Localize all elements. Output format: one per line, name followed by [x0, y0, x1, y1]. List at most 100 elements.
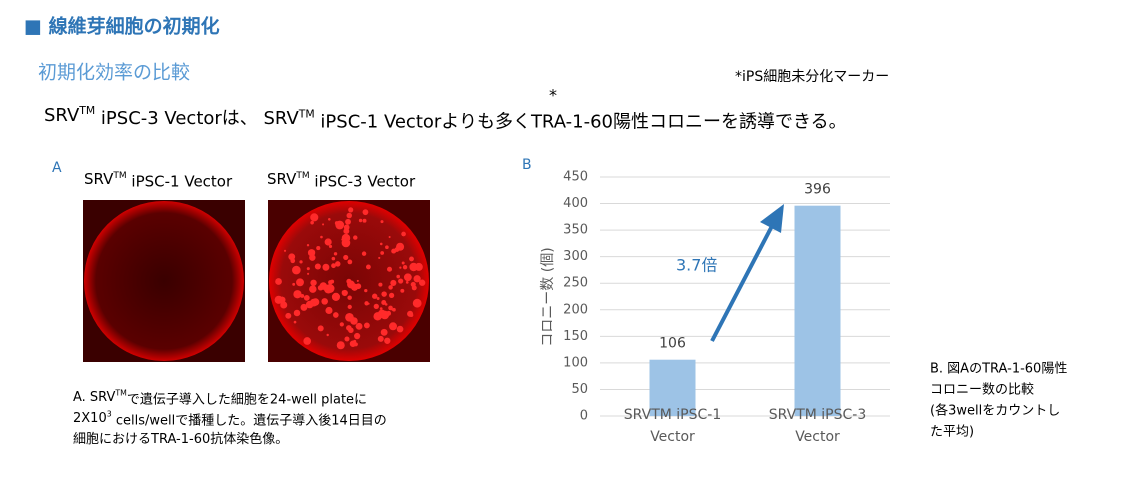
colony: [353, 332, 361, 340]
x-tick-label: SRVTM iPSC-1 Vector: [624, 407, 721, 445]
colony: [328, 280, 333, 285]
colony: [310, 279, 317, 286]
colony: [355, 322, 363, 330]
colony: [312, 250, 315, 254]
y-tick-label: 300: [563, 249, 588, 264]
colony: [299, 260, 303, 264]
arrow-head: [760, 204, 784, 233]
colony: [384, 303, 388, 306]
text-part: iPSC-3 Vector: [310, 172, 416, 190]
colony: [389, 322, 398, 331]
colony: [386, 266, 393, 272]
colony: [399, 266, 402, 269]
colony: [402, 265, 408, 270]
text-part: iPSC-3 Vectorは、 SRV: [95, 108, 299, 129]
colony: [316, 246, 321, 251]
colony: [378, 256, 381, 259]
colony: [352, 318, 357, 324]
panel-label: B: [522, 157, 532, 173]
colony: [309, 285, 317, 293]
colony: [398, 278, 404, 284]
colony: [381, 291, 387, 297]
arrow: [710, 225, 774, 342]
superscript: TM: [295, 170, 309, 180]
colony: [275, 278, 282, 285]
colony: [347, 259, 353, 265]
data-label: 396: [804, 182, 831, 198]
colony: [322, 223, 325, 226]
colony: [362, 209, 369, 216]
colony: [386, 310, 392, 316]
colony: [283, 249, 287, 252]
colony: [346, 325, 352, 331]
colony: [373, 303, 379, 310]
colony: [306, 244, 310, 247]
text-part: A. SRV: [73, 390, 116, 405]
colony: [344, 336, 350, 342]
colony: [358, 218, 363, 223]
colony: [292, 282, 296, 286]
colony: [285, 312, 292, 319]
colony: [380, 328, 388, 336]
colony: [401, 231, 406, 237]
colony: [310, 220, 314, 225]
colony: [314, 263, 321, 270]
colony: [328, 244, 333, 249]
colony: [326, 333, 329, 337]
y-tick-label: 150: [563, 329, 588, 344]
colony: [379, 242, 383, 246]
annotation: 3.7倍: [676, 256, 717, 275]
colony: [331, 256, 336, 261]
colony: [346, 212, 353, 219]
colony: [293, 309, 301, 317]
colony: [309, 254, 316, 261]
colony: [345, 218, 351, 225]
colony: [396, 325, 404, 333]
colony: [341, 238, 344, 241]
colony: [385, 245, 389, 250]
label-line: SRVTM iPSC-3: [769, 407, 866, 423]
colony: [303, 337, 312, 345]
colony: [336, 341, 345, 350]
caption: た平均): [930, 425, 974, 440]
caption: A. SRVTMで遺伝子導入した細胞を24-well plateに: [73, 388, 367, 406]
colony: [373, 312, 382, 321]
text-part: SRV: [267, 170, 297, 188]
colony: [341, 233, 351, 243]
colony: [362, 218, 367, 223]
text-part: cells/wellで播種した。遺伝子導入後14日目の: [112, 412, 387, 428]
label-line: SRVTM iPSC-1: [624, 407, 721, 423]
text-part: 2X10: [73, 411, 107, 426]
well-image: [83, 200, 245, 362]
colony: [380, 251, 385, 255]
colony: [355, 325, 358, 328]
colony: [388, 236, 391, 239]
colony: [363, 322, 370, 329]
text-part: iPSC-1 Vector: [127, 172, 233, 190]
y-tick-label: 400: [563, 196, 588, 211]
title: ■ 線維芽細胞の初期化: [24, 15, 220, 38]
colony: [343, 254, 349, 261]
colony: [388, 292, 395, 298]
colony: [365, 264, 371, 270]
superscript: TM: [298, 107, 315, 120]
caption: 細胞におけるTRA-1-60抗体染色像。: [73, 431, 288, 447]
colony: [296, 279, 303, 285]
colony: [324, 238, 332, 246]
colony: [343, 224, 350, 231]
colony: [347, 304, 352, 309]
colony: [379, 307, 383, 310]
note: *iPS細胞未分化マーカー: [735, 69, 889, 85]
caption: コロニー数の比較: [930, 383, 1034, 398]
colony: [412, 298, 422, 308]
colony: [331, 263, 336, 269]
colony: [306, 267, 310, 271]
colony: [413, 275, 421, 283]
y-tick-label: 50: [571, 382, 588, 397]
colony: [292, 265, 301, 275]
colony: [317, 325, 324, 332]
caption: 2X103 cells/wellで播種した。遺伝子導入後14日目の: [73, 409, 387, 427]
colony: [339, 322, 344, 327]
bar: [794, 205, 841, 416]
